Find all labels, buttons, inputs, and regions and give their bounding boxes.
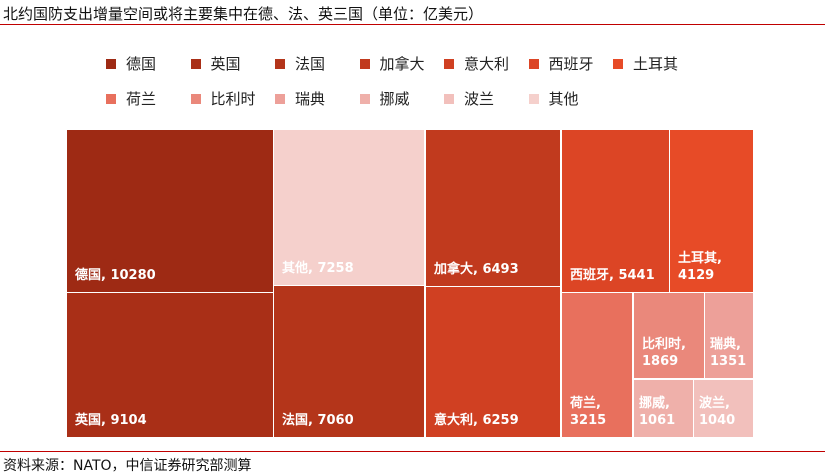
legend-label: 德国	[126, 55, 157, 73]
legend-item: 加拿大	[359, 53, 425, 74]
data-label: 德国, 10280	[75, 268, 156, 283]
treemap-cell: 德国, 10280	[67, 130, 273, 292]
data-label: 法国, 7060	[282, 413, 354, 428]
data-label: 土耳其, 4129	[678, 251, 722, 283]
legend-item: 挪威	[359, 88, 410, 109]
legend-item: 西班牙	[528, 53, 594, 74]
legend-swatch	[359, 58, 370, 69]
legend-swatch	[106, 58, 116, 69]
legend-swatch	[444, 58, 454, 69]
legend-item: 其他	[528, 88, 579, 109]
legend-swatch	[190, 58, 201, 69]
legend-label: 瑞典	[295, 90, 326, 108]
treemap-cell: 意大利, 6259	[426, 287, 560, 437]
treemap-cell: 挪威, 1061	[634, 380, 693, 437]
data-label: 瑞典, 1351	[710, 337, 747, 369]
legend-item: 意大利	[444, 53, 509, 74]
legend-label: 挪威	[379, 90, 410, 108]
data-label: 波兰, 1040	[699, 396, 736, 428]
source-note: 资料来源：NATO，中信证券研究部测算	[3, 458, 252, 474]
treemap-cell: 波兰, 1040	[694, 380, 753, 437]
data-label: 意大利, 6259	[434, 413, 519, 428]
legend-item: 波兰	[444, 88, 494, 109]
treemap-cell: 比利时, 1869	[634, 293, 704, 378]
treemap-cell: 法国, 7060	[274, 286, 424, 437]
legend-swatch	[275, 58, 285, 69]
legend-swatch	[275, 93, 285, 104]
data-label: 荷兰, 3215	[570, 396, 607, 428]
data-label: 加拿大, 6493	[434, 262, 519, 277]
data-label: 西班牙, 5441	[570, 268, 655, 283]
title-rule	[0, 24, 825, 25]
legend-item: 英国	[190, 53, 241, 74]
legend-label: 意大利	[464, 55, 510, 73]
treemap-cell: 英国, 9104	[67, 293, 273, 437]
data-label: 挪威, 1061	[639, 396, 676, 428]
treemap-cell: 加拿大, 6493	[426, 130, 560, 286]
data-label: 其他, 7258	[282, 261, 354, 276]
treemap-cell: 其他, 7258	[274, 130, 424, 285]
legend-item: 土耳其	[613, 53, 678, 74]
legend-item: 比利时	[190, 88, 256, 109]
treemap-cell: 瑞典, 1351	[705, 293, 753, 378]
legend-label: 西班牙	[548, 55, 594, 73]
legend-label: 荷兰	[126, 90, 157, 108]
legend-item: 荷兰	[106, 88, 156, 109]
legend-label: 比利时	[210, 90, 256, 108]
legend-swatch	[613, 58, 623, 69]
legend-item: 瑞典	[275, 88, 325, 109]
legend-swatch	[528, 93, 539, 104]
treemap-cell: 荷兰, 3215	[562, 293, 632, 437]
legend-label: 波兰	[464, 90, 495, 108]
legend-label: 其他	[548, 90, 579, 108]
legend-item: 法国	[275, 53, 325, 74]
legend-label: 土耳其	[633, 55, 679, 73]
legend-swatch	[359, 93, 370, 104]
legend-swatch	[528, 58, 539, 69]
treemap-cell: 土耳其, 4129	[670, 130, 753, 292]
legend-item: 德国	[106, 53, 156, 74]
chart-title: 北约国防支出增量空间或将主要集中在德、法、英三国（单位：亿美元）	[3, 5, 484, 23]
legend-swatch	[106, 93, 116, 104]
legend-swatch	[190, 93, 201, 104]
footer-rule	[0, 451, 825, 452]
legend-label: 英国	[210, 55, 241, 73]
data-label: 比利时, 1869	[642, 337, 686, 369]
legend-label: 法国	[295, 55, 326, 73]
treemap-cell: 西班牙, 5441	[562, 130, 669, 292]
data-label: 英国, 9104	[75, 413, 147, 428]
legend-swatch	[444, 93, 454, 104]
legend-label: 加拿大	[379, 55, 425, 73]
